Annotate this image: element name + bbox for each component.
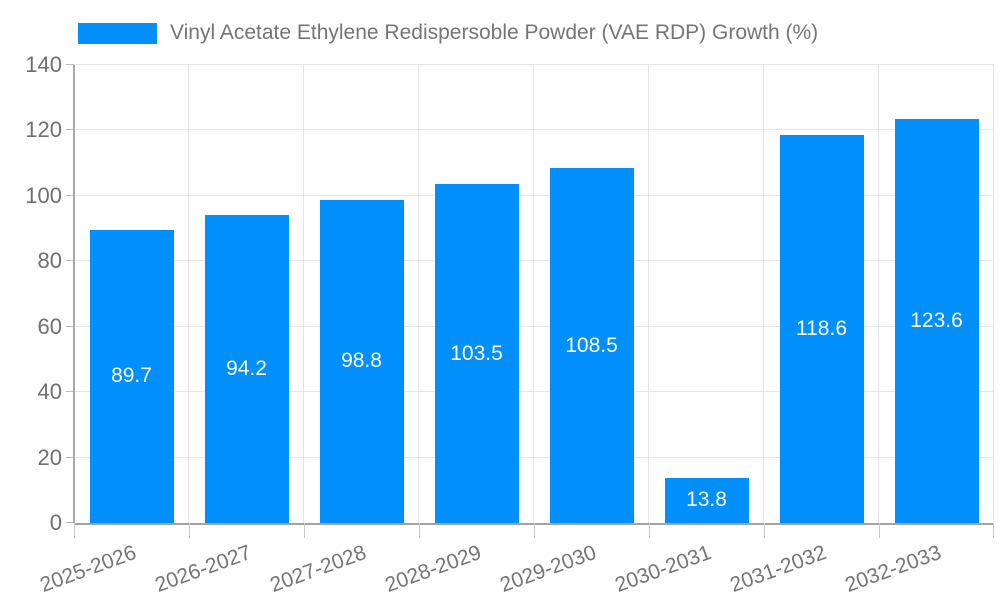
y-axis-tick xyxy=(66,64,74,65)
x-axis: 2025-2026 2026-2027 2027-2028 2028-2029 2029… xyxy=(37,523,994,600)
bar-value-label: 118.6 xyxy=(796,317,847,340)
bar-value-label: 94.2 xyxy=(226,356,267,380)
gridline-horizontal xyxy=(74,64,994,65)
y-axis-line xyxy=(73,65,75,523)
bar[interactable]: 103.5 xyxy=(434,184,519,523)
y-axis: 0 20 40 60 80 100 120 140 xyxy=(0,54,74,534)
x-axis-tick-label: 2026-2027 xyxy=(152,541,255,597)
bar-value-label: 123.6 xyxy=(910,308,963,332)
gridline-horizontal xyxy=(74,391,994,393)
bar[interactable]: 13.8 xyxy=(664,477,749,523)
gridline-vertical xyxy=(993,65,994,523)
x-axis-tick-label: 2028-2029 xyxy=(382,541,485,597)
gridline-horizontal xyxy=(74,129,994,131)
gridline-horizontal xyxy=(74,260,994,262)
bar[interactable]: 98.8 xyxy=(319,199,404,523)
y-axis-tick-label: 140 xyxy=(25,52,62,77)
gridline-vertical xyxy=(303,65,304,523)
x-axis-tick-label: 2029-2030 xyxy=(497,541,600,597)
y-axis-tick-label: 80 xyxy=(37,248,62,274)
bar-value-label: 108.5 xyxy=(565,333,618,357)
gridline-vertical xyxy=(418,65,419,523)
x-axis-tick xyxy=(419,523,420,538)
x-axis-tick-label: 2025-2026 xyxy=(37,541,140,597)
legend-swatch-icon xyxy=(78,22,157,44)
gridline-horizontal xyxy=(74,325,994,327)
x-axis-tick xyxy=(534,523,535,538)
bar[interactable]: 89.7 xyxy=(89,229,174,523)
x-axis-tick xyxy=(879,523,880,538)
y-axis-tick xyxy=(66,391,74,393)
bar[interactable]: 118.6 xyxy=(779,135,864,523)
x-axis-tick-label: 2027-2028 xyxy=(267,541,370,597)
x-axis-tick xyxy=(649,523,650,538)
x-axis-tick xyxy=(74,523,75,538)
y-axis-tick-label: 40 xyxy=(37,379,62,405)
bar[interactable]: 123.6 xyxy=(894,118,979,523)
y-axis-tick-label: 0 xyxy=(49,510,62,535)
bar-value-label: 103.5 xyxy=(450,341,503,365)
x-axis-tick xyxy=(304,523,305,538)
gridline-vertical xyxy=(188,65,189,523)
y-axis-tick-label: 60 xyxy=(37,313,62,339)
y-axis-tick-label: 100 xyxy=(25,182,62,208)
y-axis-tick xyxy=(66,260,74,262)
bar-value-label: 98.8 xyxy=(341,349,382,373)
gridline-vertical xyxy=(878,65,879,523)
gridline-vertical xyxy=(533,65,534,523)
y-axis-tick xyxy=(66,522,74,523)
y-axis-tick xyxy=(66,456,74,458)
x-axis-tick xyxy=(764,523,765,538)
y-axis-tick-label: 20 xyxy=(37,444,62,470)
y-axis-tick-label: 120 xyxy=(25,117,62,143)
bar[interactable]: 94.2 xyxy=(204,214,289,523)
y-axis-tick xyxy=(66,129,74,131)
y-axis-tick xyxy=(66,325,74,327)
gridline-horizontal xyxy=(74,456,994,458)
x-axis-tick xyxy=(993,523,994,538)
gridline-vertical xyxy=(648,65,649,523)
x-axis-tick xyxy=(189,523,190,538)
x-axis-tick-label: 2030-2031 xyxy=(612,541,715,597)
gridline-horizontal xyxy=(74,194,994,196)
bar-value-label: 89.7 xyxy=(111,364,152,388)
x-axis-tick-label: 2031-2032 xyxy=(727,541,830,597)
plot-area: 89.7 94.2 98.8 103.5 108.5 13.8 118.6 123.6 xyxy=(74,64,994,523)
legend[interactable]: Vinyl Acetate Ethylene Redispersoble Pow… xyxy=(78,21,819,44)
gridline-vertical xyxy=(763,65,764,523)
y-axis-tick xyxy=(66,194,74,196)
bar[interactable]: 108.5 xyxy=(549,168,634,523)
legend-label: Vinyl Acetate Ethylene Redispersoble Pow… xyxy=(170,21,819,44)
bar-value-label: 13.8 xyxy=(686,488,727,512)
x-axis-tick-label: 2032-2033 xyxy=(842,541,945,597)
